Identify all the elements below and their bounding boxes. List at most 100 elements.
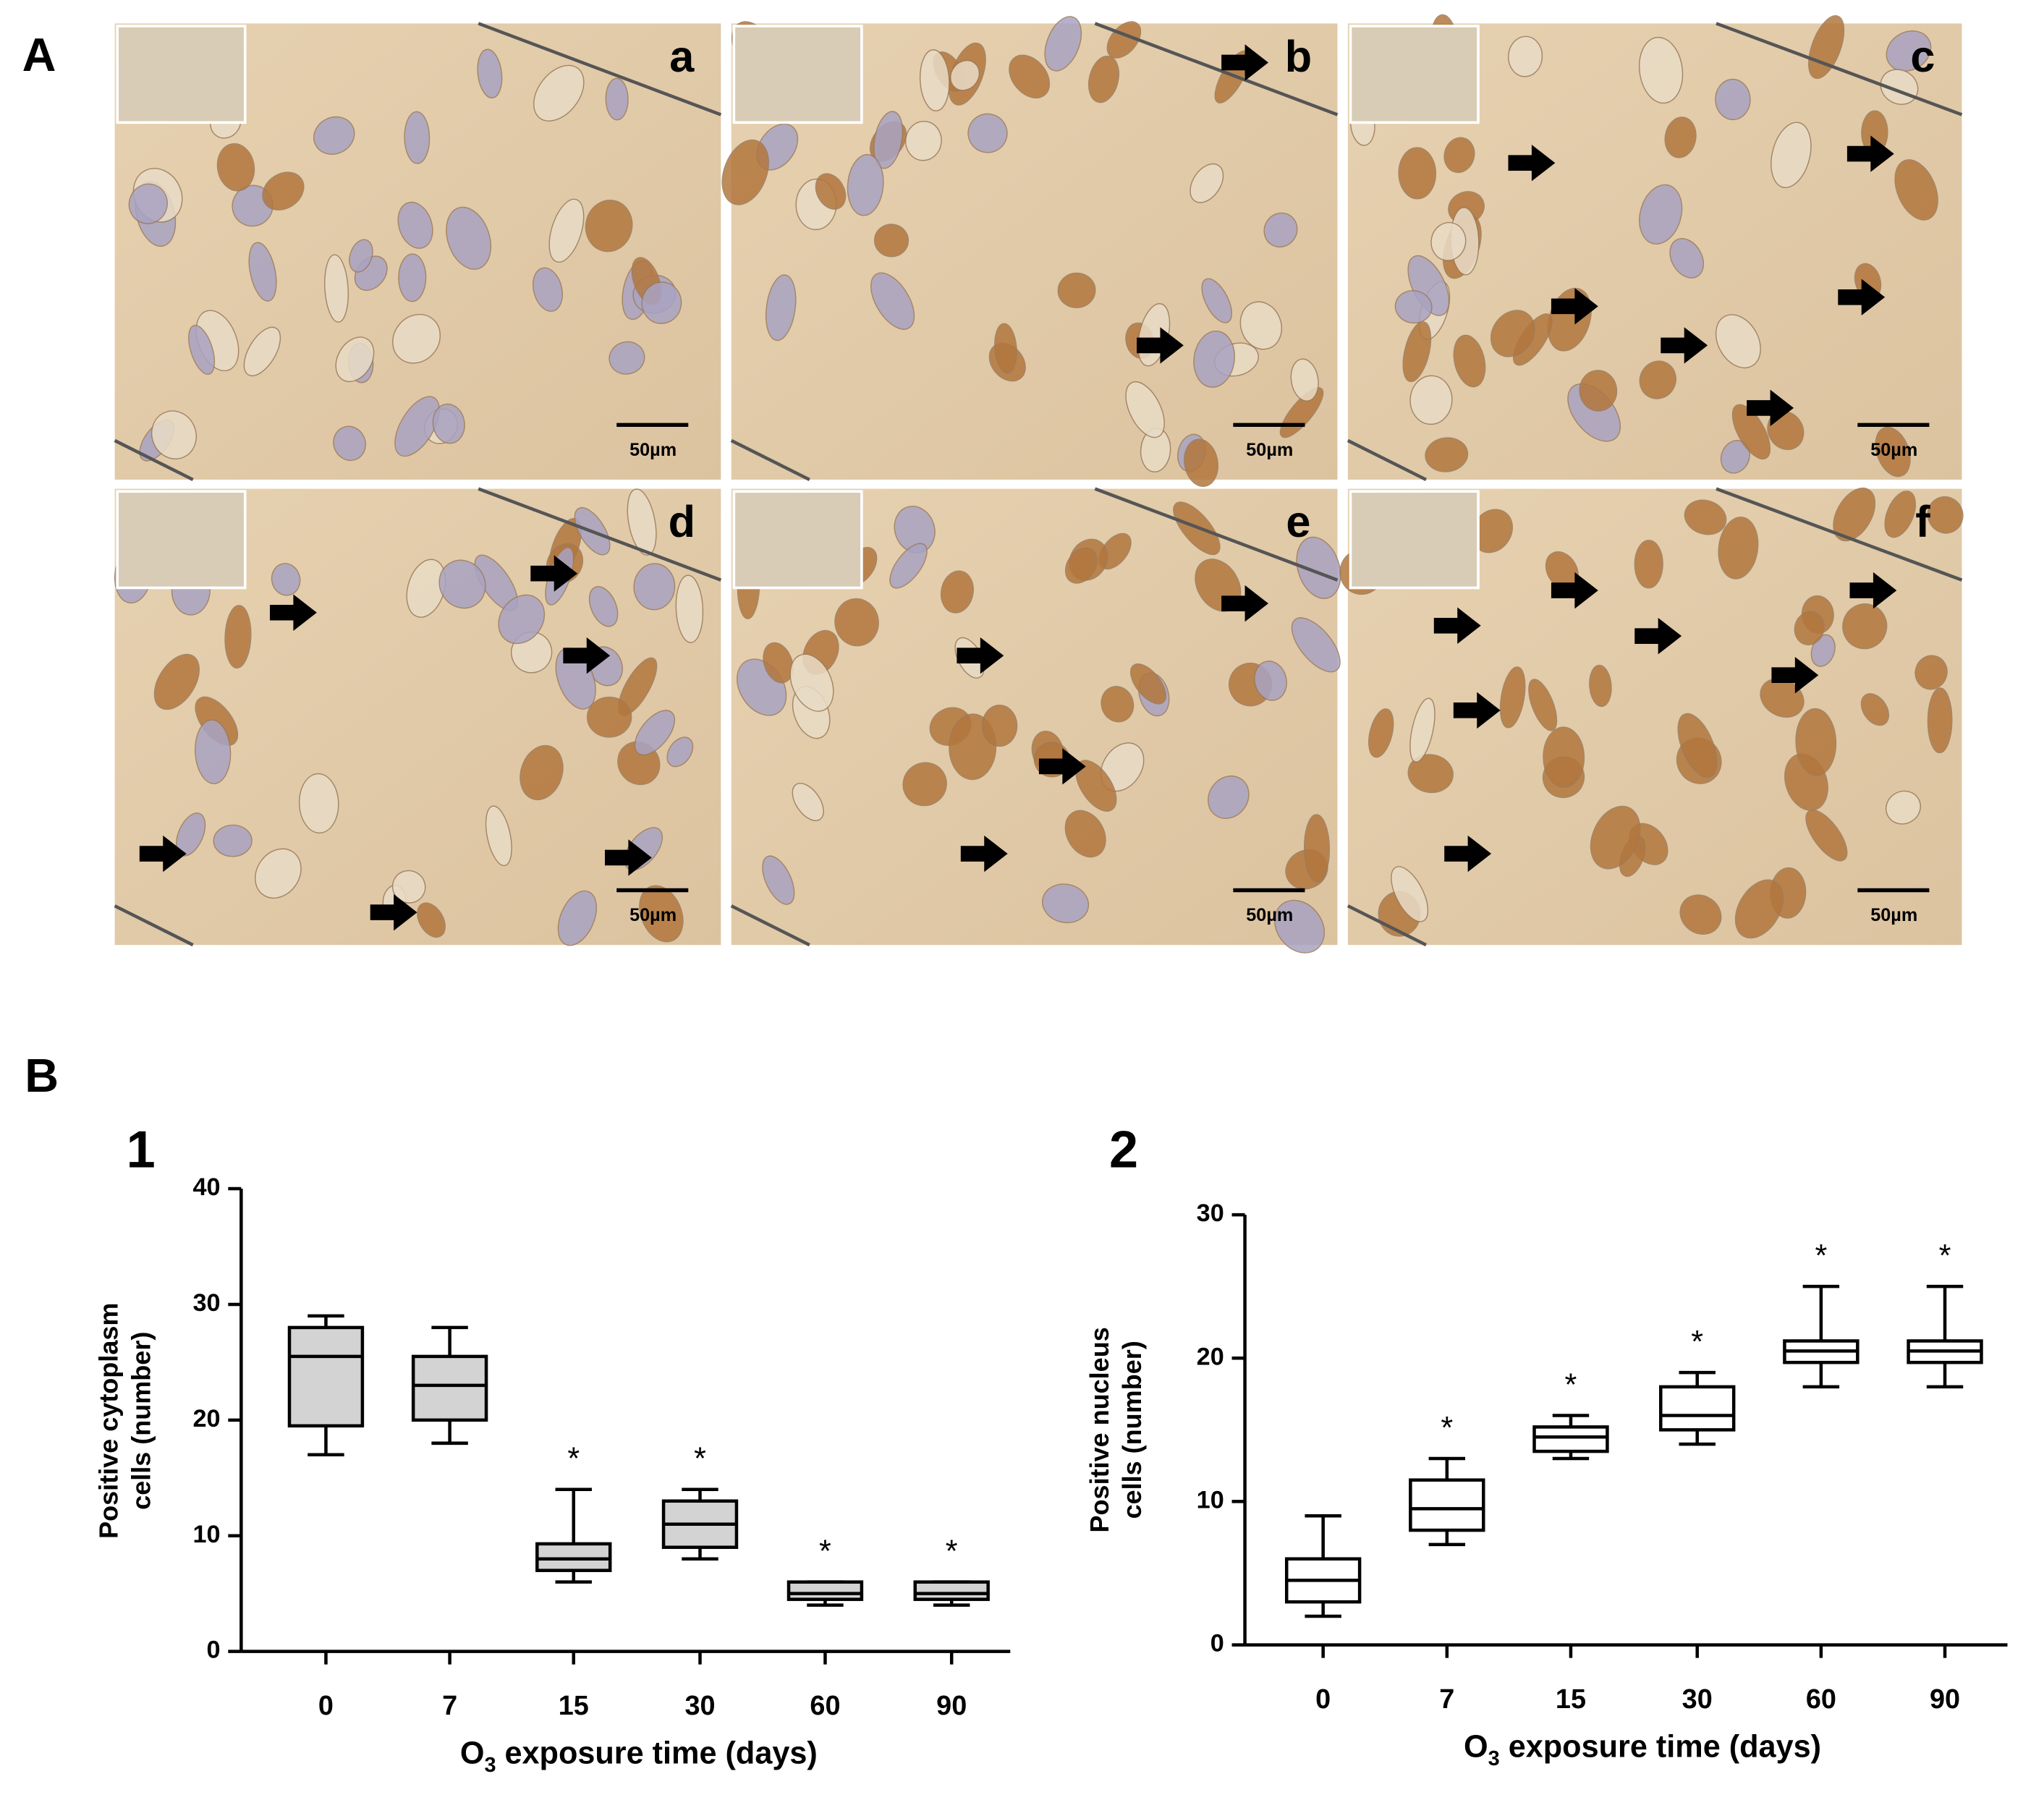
micrograph: f 50µm (1339, 487, 1964, 947)
cell (324, 254, 349, 323)
chart-number: 2 (1109, 1121, 1138, 1179)
cell (1189, 163, 1224, 203)
inset (1349, 490, 1480, 590)
cell (1263, 212, 1298, 248)
micrograph-label: e (1286, 497, 1310, 546)
scale-bar-label: 50µm (629, 905, 677, 925)
y-tick-label: 0 (206, 1636, 220, 1664)
cell (721, 139, 769, 205)
cell (1794, 611, 1825, 645)
micrograph: a 50µm (114, 22, 722, 482)
cell (216, 143, 255, 192)
cell (765, 274, 797, 341)
cell (1443, 137, 1475, 174)
y-tick-label: 20 (1197, 1343, 1224, 1370)
cell (1639, 360, 1676, 399)
cell (1795, 708, 1837, 776)
x-tick-label: 90 (1930, 1684, 1960, 1715)
cell (392, 313, 441, 364)
section-fold (1716, 487, 1963, 582)
cell (1303, 814, 1331, 883)
cell (1009, 54, 1051, 99)
cell (873, 224, 909, 258)
cell (1669, 238, 1705, 279)
cell (873, 111, 904, 169)
arrow (1661, 327, 1708, 364)
cell (1914, 655, 1948, 690)
cell (533, 267, 563, 312)
box (786, 1580, 864, 1601)
cell (1833, 487, 1876, 542)
section-fold (478, 487, 722, 582)
cell (1894, 159, 1938, 221)
cell (1927, 496, 1964, 534)
cell (605, 77, 629, 121)
section-fold (730, 904, 810, 947)
cell (224, 605, 252, 668)
cell (1254, 661, 1287, 701)
x-axis-label-part: O (460, 1736, 485, 1771)
x-tick-label: 90 (936, 1691, 967, 1721)
box (1659, 1385, 1736, 1432)
arrow (1849, 572, 1897, 609)
inset (116, 490, 247, 590)
arrow (139, 835, 187, 873)
box (411, 1354, 488, 1422)
section-fold (1347, 904, 1428, 947)
cell (128, 183, 168, 224)
cell (1842, 603, 1888, 650)
arrow (1221, 585, 1269, 622)
scale-bar-label: 50µm (1870, 905, 1917, 925)
inset (732, 490, 863, 590)
x-tick-label: 30 (684, 1691, 715, 1721)
cell (333, 425, 366, 462)
x-axis-label: O3 exposure time (days) (460, 1736, 818, 1777)
box (1409, 1478, 1485, 1532)
cell (1875, 426, 1911, 477)
arrow (1433, 607, 1481, 644)
cell (213, 824, 253, 857)
cell (588, 586, 619, 627)
box (535, 1542, 612, 1572)
cell (904, 120, 942, 161)
cell (627, 488, 657, 556)
cell (1057, 272, 1096, 309)
cell (586, 696, 632, 738)
arrow (1137, 327, 1184, 364)
section-fold (1094, 22, 1339, 116)
panel-label: B (25, 1049, 59, 1102)
x-axis-label-part: 3 (484, 1754, 496, 1777)
y-axis-label: Positive nucleus (1085, 1327, 1114, 1532)
micrograph-label: c (1910, 32, 1935, 81)
x-tick-label: 30 (1682, 1684, 1713, 1715)
cell (1543, 726, 1585, 788)
section-fold (114, 438, 194, 482)
cell (949, 59, 980, 91)
cell (902, 762, 947, 807)
cell (1771, 122, 1812, 189)
cell (1368, 708, 1394, 758)
cell (1634, 540, 1663, 589)
cell (313, 116, 355, 155)
cell (981, 705, 1018, 747)
cell (1638, 36, 1684, 104)
cell (1391, 866, 1429, 922)
significance-marker: * (1815, 1239, 1827, 1273)
cell (870, 272, 915, 330)
cell (1193, 330, 1235, 388)
x-axis-label-part: 3 (1488, 1747, 1500, 1770)
box (287, 1325, 365, 1428)
cell (1499, 666, 1526, 729)
cell (1490, 310, 1535, 357)
section-fold (114, 904, 194, 947)
cell (1715, 78, 1751, 121)
y-tick-label: 20 (192, 1405, 220, 1432)
cell (1528, 679, 1558, 731)
y-tick-label: 10 (1197, 1486, 1224, 1514)
cell (1579, 370, 1618, 412)
box (913, 1580, 990, 1601)
cell (195, 719, 232, 784)
cell (1453, 334, 1486, 388)
cell (889, 543, 928, 589)
micrograph: c 50µm (1347, 14, 1963, 482)
